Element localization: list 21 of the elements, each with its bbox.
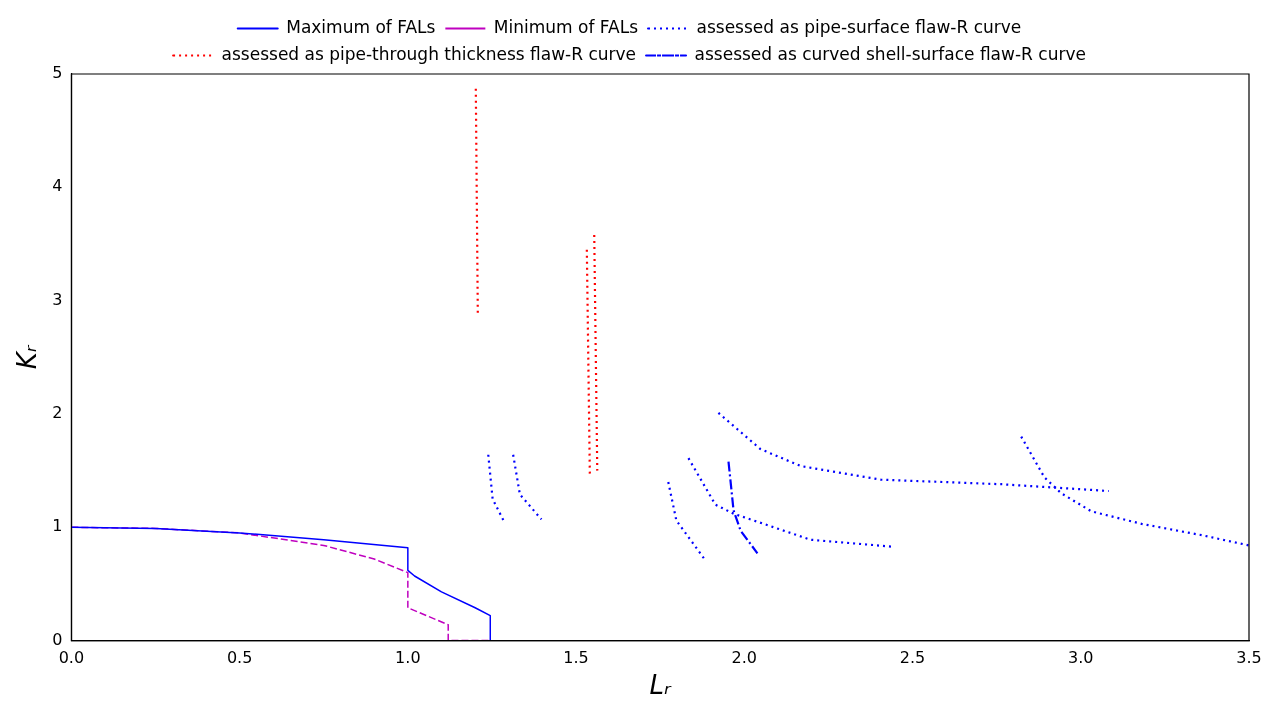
y-tick-label: 2 — [52, 403, 63, 423]
x-tick-label: 0.5 — [226, 648, 253, 668]
x-tick-label: 3.5 — [1236, 648, 1262, 668]
legend-label: assessed as pipe-through thickness flaw-R curve — [221, 43, 637, 64]
x-tick-label: 2.5 — [899, 648, 926, 668]
x-tick-label: 3.0 — [1068, 648, 1094, 668]
y-axis-title: Kᵣ — [12, 344, 43, 370]
legend-label: assessed as curved shell-surface flaw-R curve — [694, 43, 1086, 64]
y-tick-label: 4 — [52, 176, 63, 196]
x-tick-label: 1.0 — [395, 648, 421, 668]
legend-label: Maximum of FALs — [286, 16, 436, 37]
legend-label: Minimum of FALs — [493, 16, 639, 37]
y-tick-label: 5 — [52, 63, 63, 83]
x-tick-label: 1.5 — [563, 648, 589, 668]
legend-label: assessed as pipe-surface flaw-R curve — [696, 16, 1022, 37]
y-tick-label: 0 — [52, 629, 63, 649]
y-tick-label: 3 — [52, 289, 63, 309]
x-tick-label: 0.0 — [58, 648, 85, 668]
x-axis-title: Lᵣ — [649, 670, 673, 701]
y-tick-label: 1 — [52, 516, 63, 536]
x-tick-label: 2.0 — [731, 648, 758, 668]
